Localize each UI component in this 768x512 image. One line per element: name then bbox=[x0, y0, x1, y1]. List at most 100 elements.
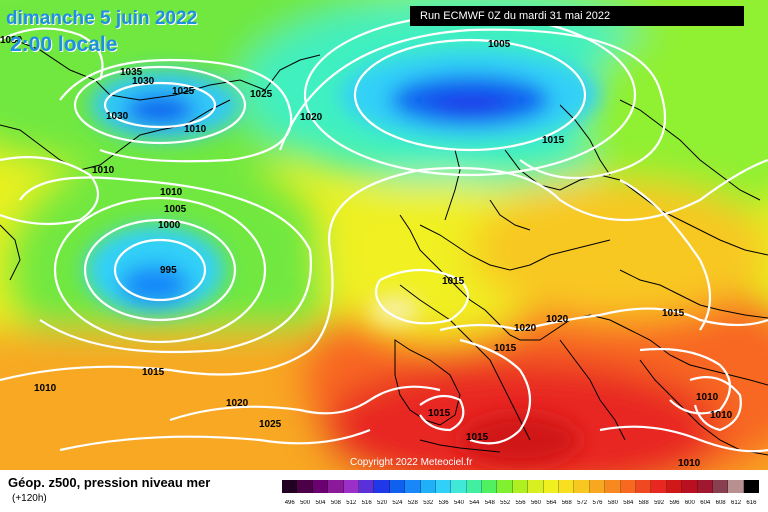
scale-label: 500 bbox=[300, 500, 311, 506]
scale-label: 552 bbox=[500, 500, 511, 506]
scale-swatch bbox=[374, 480, 390, 493]
isobar-label: 1000 bbox=[158, 220, 181, 231]
scale-label: 596 bbox=[669, 500, 680, 506]
isobar-label: 1015 bbox=[494, 343, 517, 354]
isobar-label: 1025 bbox=[259, 419, 282, 430]
scale-swatch bbox=[435, 480, 452, 493]
scale-label: 568 bbox=[561, 500, 572, 506]
forecast-time: 2:00 locale bbox=[10, 33, 118, 56]
isobar-label: 1010 bbox=[160, 187, 183, 198]
scale-swatch bbox=[297, 480, 313, 493]
scale-swatch bbox=[666, 480, 683, 493]
isobar-label: 1005 bbox=[488, 39, 511, 50]
isobar-label: 1030 bbox=[132, 76, 155, 87]
color-scale bbox=[282, 480, 760, 493]
isobar-labels: 1005 1035 1030 1025 1025 1030 1010 1020 … bbox=[0, 35, 733, 469]
scale-label: 588 bbox=[638, 500, 649, 506]
isobar-label: 1015 bbox=[142, 367, 165, 378]
scale-label: 504 bbox=[315, 500, 326, 506]
isobar-label: 1020 bbox=[226, 398, 249, 409]
scale-label: 616 bbox=[746, 500, 757, 506]
scale-swatch bbox=[343, 480, 359, 493]
scale-label: 536 bbox=[438, 500, 449, 506]
run-info: Run ECMWF 0Z du mardi 31 mai 2022 bbox=[410, 6, 744, 26]
scale-swatch bbox=[574, 480, 590, 493]
scale-swatch bbox=[512, 480, 529, 493]
scale-swatch bbox=[712, 480, 729, 493]
legend-subtitle: (+120h) bbox=[12, 493, 47, 504]
isobar-label: 1010 bbox=[710, 410, 733, 421]
scale-label: 560 bbox=[530, 500, 541, 506]
isobar-label: 995 bbox=[160, 265, 177, 276]
isobar-label: 1010 bbox=[184, 124, 207, 135]
scale-label: 512 bbox=[346, 500, 357, 506]
isobar-label: 1015 bbox=[466, 432, 489, 443]
scale-label: 548 bbox=[484, 500, 495, 506]
scale-label: 540 bbox=[453, 500, 464, 506]
isobar-label: 1035 bbox=[120, 67, 143, 78]
scale-swatch bbox=[312, 480, 329, 493]
scale-swatch bbox=[405, 480, 421, 493]
scale-label: 612 bbox=[731, 500, 742, 506]
copyright: Copyright 2022 Meteociel.fr bbox=[350, 457, 473, 468]
scale-swatch bbox=[451, 480, 467, 493]
isobar-label: 1015 bbox=[662, 308, 685, 319]
scale-label: 564 bbox=[546, 500, 557, 506]
isobar-label: 1020 bbox=[300, 112, 323, 123]
isobar-label: 1010 bbox=[696, 392, 719, 403]
isobar-label: 1015 bbox=[428, 408, 451, 419]
coastlines bbox=[0, 39, 768, 456]
scale-swatch bbox=[697, 480, 713, 493]
isobar-label: 1030 bbox=[106, 111, 129, 122]
isobar-label: 1010 bbox=[34, 383, 57, 394]
isobar-label: 1010 bbox=[92, 165, 115, 176]
isobar-label: 1030 bbox=[0, 35, 23, 46]
scale-label: 592 bbox=[654, 500, 665, 506]
scale-swatch bbox=[466, 480, 483, 493]
scale-swatch bbox=[497, 480, 513, 493]
scale-label: 580 bbox=[607, 500, 618, 506]
scale-swatch bbox=[728, 480, 744, 493]
scale-label: 600 bbox=[684, 500, 695, 506]
isobars bbox=[0, 13, 768, 453]
scale-swatch bbox=[528, 480, 544, 493]
isobar-label: 1005 bbox=[164, 204, 187, 215]
scale-label: 576 bbox=[592, 500, 603, 506]
isobar-label: 1015 bbox=[542, 135, 565, 146]
scale-label: 508 bbox=[330, 500, 341, 506]
scale-swatch bbox=[420, 480, 436, 493]
scale-swatch bbox=[589, 480, 606, 493]
scale-swatch bbox=[358, 480, 375, 493]
scale-label: 608 bbox=[715, 500, 726, 506]
scale-swatch bbox=[620, 480, 636, 493]
geopotential-field bbox=[0, 0, 768, 470]
isobar-label: 1010 bbox=[678, 458, 701, 469]
scale-label: 584 bbox=[623, 500, 634, 506]
map-canvas: 1005 1035 1030 1025 1025 1030 1010 1020 … bbox=[0, 0, 768, 470]
isobar-label: 1020 bbox=[546, 314, 569, 325]
legend-title: Géop. z500, pression niveau mer bbox=[8, 475, 211, 490]
scale-label: 516 bbox=[361, 500, 372, 506]
scale-swatch bbox=[743, 480, 760, 493]
isobar-label: 1020 bbox=[514, 323, 537, 334]
isobar-label: 1025 bbox=[172, 86, 195, 97]
isobar-label: 1025 bbox=[250, 89, 273, 100]
scale-label: 604 bbox=[700, 500, 711, 506]
scale-label: 556 bbox=[515, 500, 526, 506]
scale-label: 544 bbox=[469, 500, 480, 506]
scale-swatch bbox=[559, 480, 575, 493]
scale-label: 520 bbox=[377, 500, 388, 506]
scale-label: 496 bbox=[284, 500, 295, 506]
isobar-label: 1015 bbox=[442, 276, 465, 287]
scale-label: 532 bbox=[423, 500, 434, 506]
scale-swatch bbox=[482, 480, 498, 493]
scale-swatch bbox=[328, 480, 344, 493]
scale-swatch bbox=[282, 480, 298, 493]
scale-swatch bbox=[682, 480, 698, 493]
scale-swatch bbox=[389, 480, 406, 493]
forecast-date: dimanche 5 juin 2022 bbox=[6, 8, 198, 29]
scale-label: 524 bbox=[392, 500, 403, 506]
color-scale-labels: 496 500 504 508 512 516 520 524 528 532 536 540 544 5… bbox=[282, 500, 759, 506]
scale-label: 572 bbox=[577, 500, 588, 506]
scale-swatch bbox=[651, 480, 667, 493]
